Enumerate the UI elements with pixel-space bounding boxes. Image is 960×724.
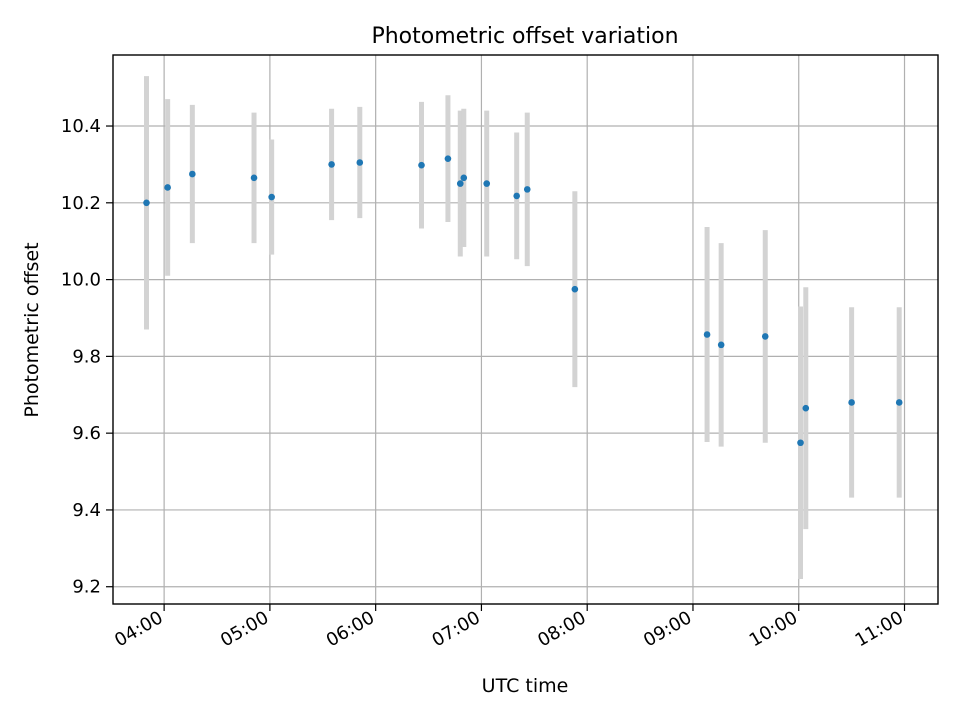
y-tick-label: 9.4 (72, 500, 101, 521)
data-point (444, 155, 452, 162)
data-point (703, 331, 711, 338)
data-point (523, 186, 531, 193)
data-point (189, 170, 196, 178)
data-point (761, 333, 769, 340)
data-points (143, 155, 903, 447)
data-point (456, 180, 464, 187)
y-tick-label: 9.2 (72, 577, 101, 598)
y-axis-ticks: 9.2 9.4 9.6 9.8 10.0 10.2 10.4 (61, 116, 113, 598)
data-point (460, 174, 468, 182)
y-tick-label: 9.6 (72, 423, 101, 444)
data-point (418, 161, 425, 169)
chart-title: Photometric offset variation (371, 24, 678, 49)
y-axis-label: Photometric offset (21, 242, 43, 417)
data-point (895, 399, 903, 406)
plot-frame (112, 54, 939, 605)
data-point (802, 404, 810, 412)
data-point (143, 199, 150, 207)
y-tick-label: 10.2 (61, 193, 101, 214)
x-axis-label: UTC time (482, 675, 569, 697)
data-point (164, 184, 171, 191)
data-point (356, 159, 364, 166)
y-tick-label: 10.0 (61, 270, 101, 291)
data-point (848, 399, 855, 406)
data-point (250, 174, 258, 182)
data-point (483, 180, 491, 187)
data-point (268, 193, 275, 201)
y-tick-label: 9.8 (72, 346, 101, 367)
data-point (717, 341, 725, 349)
data-point (513, 192, 520, 200)
y-tick-label: 10.4 (61, 116, 101, 137)
data-point (328, 161, 335, 168)
data-point (571, 285, 579, 293)
data-point (797, 439, 804, 447)
